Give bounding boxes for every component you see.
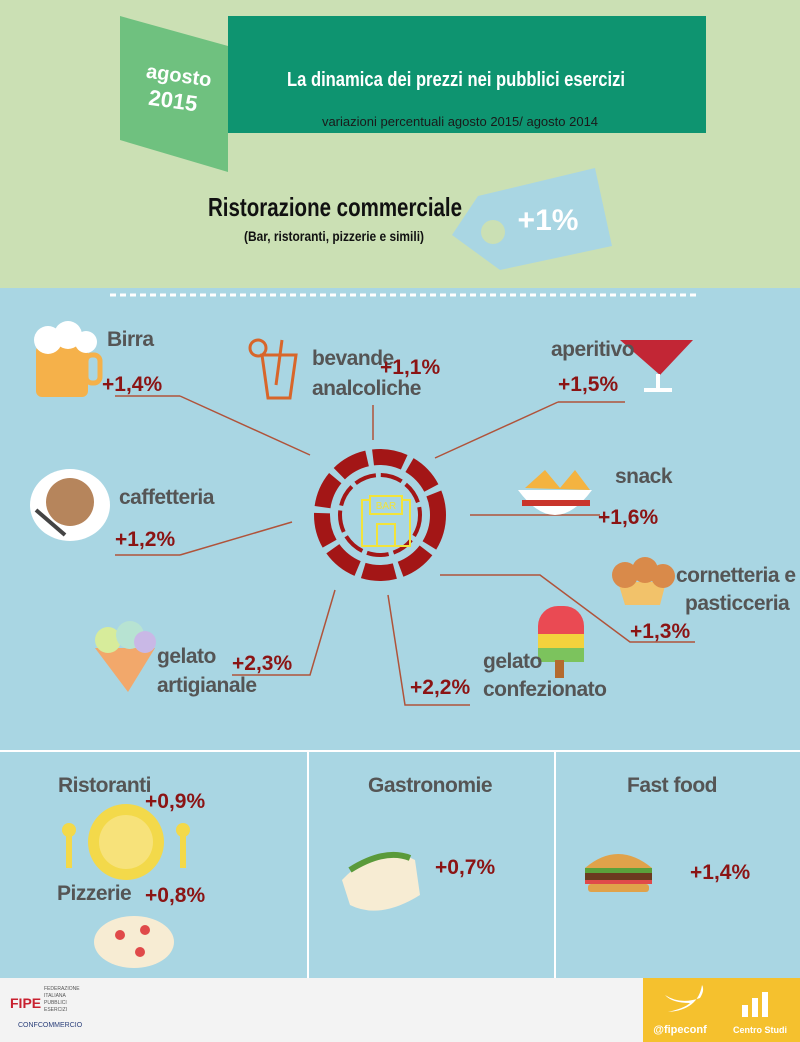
snack-icon bbox=[518, 470, 592, 515]
bar-icon bbox=[361, 495, 411, 547]
popsicle-icon bbox=[538, 606, 584, 678]
header-title: La dinamica dei prezzi nei pubblici eser… bbox=[287, 69, 625, 91]
ring-outer bbox=[314, 449, 446, 581]
header-banner bbox=[228, 16, 706, 133]
value-underlines bbox=[115, 395, 625, 556]
plate-icon bbox=[62, 804, 190, 880]
cocktail-icon bbox=[620, 340, 693, 392]
item-label: confezionato bbox=[483, 678, 607, 701]
footer-twitter[interactable]: @fipeconf bbox=[653, 1024, 707, 1036]
footer-org: PUBBLICI bbox=[44, 1000, 67, 1006]
footer-yellow-box bbox=[643, 978, 800, 1042]
item-label: artigianale bbox=[157, 674, 257, 697]
panel-label: Fast food bbox=[627, 774, 717, 797]
item-label: cornetteria e bbox=[676, 564, 796, 587]
item-label: bevande bbox=[312, 347, 394, 370]
footer-org: ITALIANA bbox=[44, 993, 67, 999]
panel-label: Ristoranti bbox=[58, 774, 151, 797]
headline-value: +1% bbox=[518, 204, 579, 237]
item-value: +1,6% bbox=[598, 506, 658, 529]
footer-org: ESERCIZI bbox=[44, 1007, 67, 1013]
item-value: +2,3% bbox=[232, 652, 292, 675]
wrap-icon bbox=[342, 851, 420, 911]
bar-sign: BAR bbox=[376, 501, 397, 512]
item-label: gelato bbox=[483, 650, 542, 673]
header-subtitle: variazioni percentuali agosto 2015/ agos… bbox=[322, 114, 598, 129]
drink-icon bbox=[248, 338, 298, 400]
item-label: analcoliche bbox=[312, 377, 421, 400]
studio-icon bbox=[742, 992, 768, 1017]
item-value: +1,4% bbox=[102, 373, 162, 396]
ring-inner bbox=[338, 473, 422, 557]
item-label: aperitivo bbox=[551, 338, 634, 361]
coffee-icon bbox=[30, 469, 110, 541]
item-label: snack bbox=[615, 465, 673, 488]
price-tag bbox=[452, 168, 612, 270]
panel-dividers bbox=[0, 750, 800, 978]
price-tag-hole bbox=[481, 220, 505, 244]
panel-value: +0,9% bbox=[145, 790, 205, 813]
panel-value: +0,8% bbox=[145, 884, 205, 907]
header-badge bbox=[120, 16, 228, 172]
beer-icon bbox=[34, 321, 103, 397]
connectors bbox=[179, 395, 695, 706]
item-label: caffetteria bbox=[119, 486, 215, 509]
footer-studio: Centro Studi bbox=[733, 1025, 787, 1035]
item-label: Birra bbox=[107, 328, 154, 351]
item-value: +1,2% bbox=[115, 528, 175, 551]
burger-icon bbox=[585, 854, 652, 892]
item-label: pasticceria bbox=[685, 592, 790, 615]
item-value: +1,3% bbox=[630, 620, 690, 643]
item-label: gelato bbox=[157, 645, 216, 668]
footer-logo: FIPE bbox=[10, 995, 41, 1011]
pizza-icon bbox=[94, 916, 174, 968]
panel-label: Pizzerie bbox=[57, 882, 131, 905]
item-value: +1,5% bbox=[558, 373, 618, 396]
headline-label: Ristorazione commerciale bbox=[208, 192, 462, 222]
item-value: +2,2% bbox=[410, 676, 470, 699]
panel-value: +0,7% bbox=[435, 856, 495, 879]
footer-confederation: CONFCOMMERCIO bbox=[18, 1022, 83, 1029]
pastry-icon bbox=[612, 557, 675, 605]
panel-value: +1,4% bbox=[690, 861, 750, 884]
panel-label: Gastronomie bbox=[368, 774, 492, 797]
icecream-icon bbox=[95, 621, 156, 692]
footer-org: FEDERAZIONE bbox=[44, 986, 80, 992]
headline-note: (Bar, ristoranti, pizzerie e simili) bbox=[244, 228, 424, 244]
item-value: +1,1% bbox=[380, 356, 440, 379]
